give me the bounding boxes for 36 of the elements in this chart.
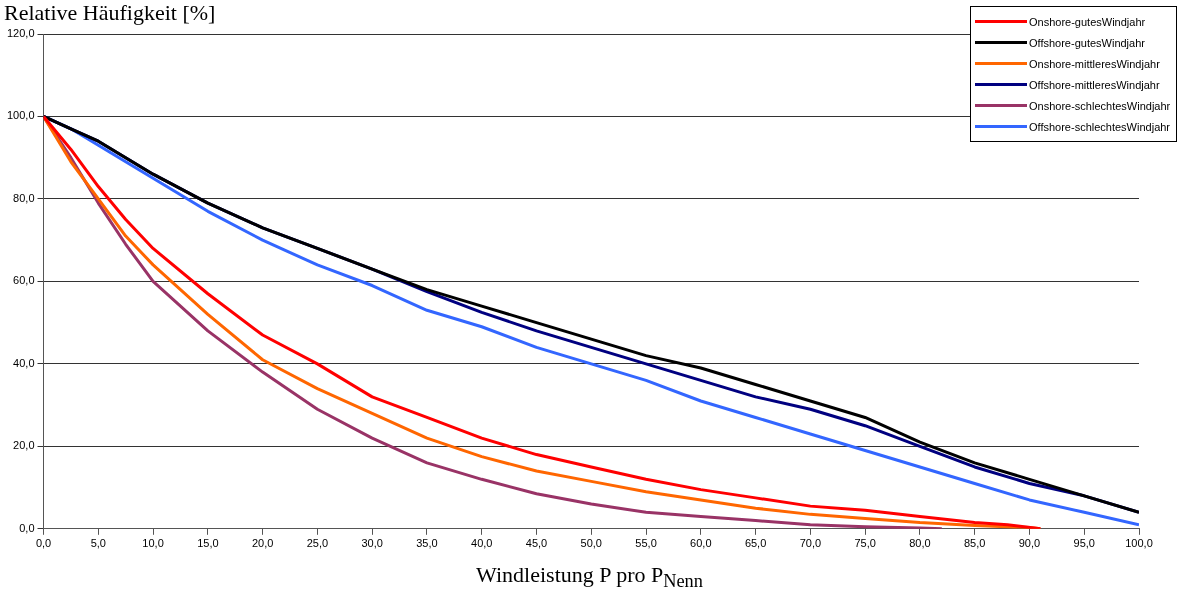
x-tick-label: 15,0 — [197, 537, 219, 550]
x-tick-label: 90,0 — [1018, 537, 1041, 550]
x-tick-label: 95,0 — [1073, 537, 1095, 550]
x-tick-label: 35,0 — [416, 537, 438, 550]
x-tick-label: 25,0 — [306, 537, 329, 550]
x-tick-label: 55,0 — [635, 537, 657, 550]
y-tick-label: 20,0 — [13, 439, 35, 452]
legend-label: Onshore-gutesWindjahr — [1029, 15, 1146, 28]
x-tick-label: 65,0 — [744, 537, 767, 550]
y-tick-label: 80,0 — [13, 191, 35, 204]
x-axis-title: Windleistung P pro P$_{Nenn}$ — [475, 562, 704, 593]
y-tick-label: 40,0 — [13, 356, 35, 369]
x-tick-label: 80,0 — [909, 537, 931, 550]
legend-label: Onshore-mittleresWindjahr — [1029, 57, 1160, 70]
x-tick-label: 45,0 — [525, 537, 548, 550]
legend-label: Offshore-mittleresWindjahr — [1029, 78, 1160, 91]
y-tick-label: 120,0 — [7, 27, 35, 40]
x-tick-label: 40,0 — [471, 537, 493, 550]
x-tick-label: 60,0 — [690, 537, 712, 550]
x-tick-label: 20,0 — [251, 537, 274, 550]
y-tick-label: 100,0 — [7, 109, 35, 122]
legend-label: Onshore-schlechtesWindjahr — [1029, 99, 1171, 112]
x-tick-label: 85,0 — [963, 537, 986, 550]
x-tick-label: 70,0 — [799, 537, 822, 550]
x-tick-label: 5,0 — [90, 537, 106, 550]
y-tick-label: 0,0 — [19, 521, 35, 534]
x-tick-label: 30,0 — [361, 537, 383, 550]
x-tick-label: 100,0 — [1125, 537, 1153, 550]
x-tick-label: 0,0 — [35, 537, 52, 550]
y-tick-label: 60,0 — [13, 274, 35, 287]
chart-title: Relative Häufigkeit [%] — [4, 0, 216, 26]
legend-label: Offshore-schlechtesWindjahr — [1029, 120, 1171, 133]
legend-label: Offshore-gutesWindjahr — [1029, 36, 1145, 49]
x-tick-label: 75,0 — [854, 537, 876, 550]
x-tick-label: 50,0 — [580, 537, 602, 550]
x-tick-label: 10,0 — [142, 537, 164, 550]
